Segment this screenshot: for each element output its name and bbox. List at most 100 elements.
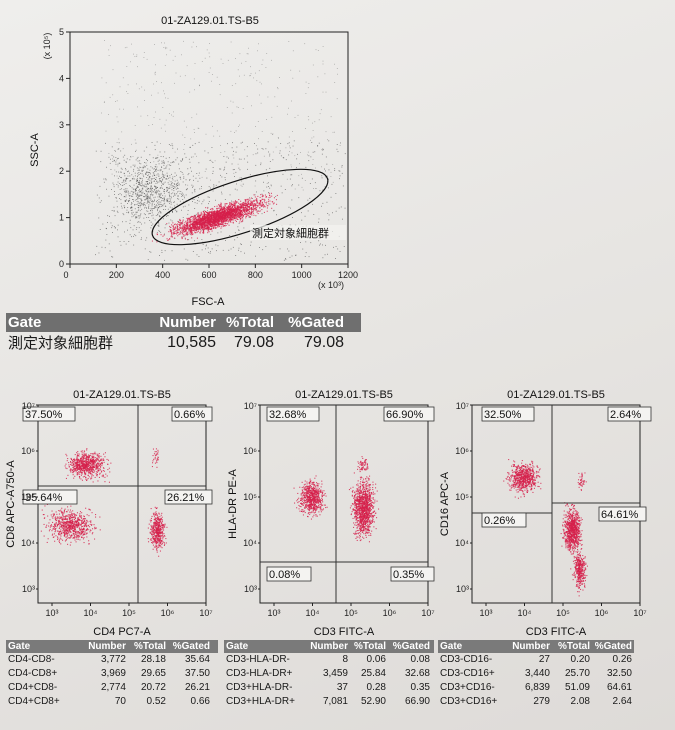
quadrant-label-box (598, 506, 647, 522)
y-log-tick-label: 10⁶ (455, 446, 469, 456)
quad-x-axis-label: CD3 FITC-A (526, 626, 587, 638)
fsc-ssc-scatter-plot: 01-ZA129.01.TS-B5 (x 10⁵) SSC-A 0 1 2 3 4 5 2… (29, 15, 358, 308)
cell-gated: 66.90 (404, 696, 430, 707)
x-tick-label: 0 (63, 270, 68, 280)
cell-gated: 64.61 (606, 682, 632, 693)
cell-gate: CD4+CD8- (8, 682, 58, 693)
cell-gate: CD3+CD16+ (440, 696, 498, 707)
y-log-tick-label: 10⁵ (455, 492, 469, 502)
x-log-tick-label: 10⁷ (199, 608, 212, 618)
table-row: CD3+HLA-DR+ 7,081 52.90 66.90 (224, 695, 434, 709)
cell-gate: CD3-HLA-DR- (226, 654, 290, 665)
gate-label: 測定対象細胞群 (252, 226, 329, 240)
quadrant-label-box (22, 489, 78, 505)
y-log-tick-label: 10⁵ (21, 492, 35, 502)
y-log-tick-label: 10⁷ (456, 401, 469, 411)
y-log-tick-label: 10⁷ (22, 401, 35, 411)
cell-gate: CD4+CD8+ (8, 696, 60, 707)
cd3-cd16-quadrant-plot: 01-ZA129.01.TS-B5 32.50% 2.64% 0.26% 64.61% 1… (439, 389, 652, 638)
table-row: CD4-CD8+ 3,969 29.65 37.50 (6, 667, 218, 681)
row-total: 79.08 (233, 334, 274, 351)
quadrant-ll-percent: 0.08% (269, 569, 300, 581)
x-log-tick-label: 10⁶ (161, 608, 175, 618)
cell-number: 6,839 (524, 682, 550, 693)
gate-ellipse[interactable] (144, 154, 335, 260)
y-tick-label: 5 (59, 27, 64, 37)
y-log-tick-label: 10⁶ (243, 446, 257, 456)
quadrant-label-box (22, 406, 76, 422)
cell-number: 3,440 (524, 668, 550, 679)
quadrant-label-box (481, 406, 535, 422)
quadrant-label-box (266, 406, 320, 422)
quadrant-ul-percent: 37.50% (25, 409, 63, 421)
x-ticks: 200 400 600 800 1000 1200 0 (63, 264, 358, 280)
x-log-tick-label: 10³ (479, 608, 492, 618)
x-tick-label: 400 (155, 270, 170, 280)
cd4-cd8-gate-table: Gate Number %Total %Gated CD4-CD8- 3,772 28.18… (6, 640, 218, 709)
cell-number: 279 (533, 696, 550, 707)
cell-total: 0.20 (570, 654, 590, 665)
cell-number: 2,774 (100, 682, 126, 693)
table-header: Gate Number %Total %Gated (438, 640, 634, 653)
x-log-tick-label: 10⁷ (421, 608, 434, 618)
quad-y-axis-label: CD8 APC-A750-A (5, 460, 17, 548)
cell-total: 0.52 (146, 696, 166, 707)
quad-plot-frame (259, 404, 429, 604)
y-log-tick-label: 10⁵ (243, 492, 257, 502)
quadrant-ur-percent: 66.90% (386, 409, 424, 421)
gate-summary-table: Gate Number %Total %Gated 測定対象細胞群 10,585… (6, 313, 361, 354)
cell-total: 25.70 (564, 668, 590, 679)
x-multiplier-label: (x 10³) (318, 280, 344, 290)
x-axis-label: FSC-A (192, 296, 226, 308)
cell-number: 3,772 (100, 654, 126, 665)
cell-total: 0.06 (366, 654, 386, 665)
quad-dot-cloud (503, 459, 588, 597)
header-total: %Total (225, 314, 274, 331)
quad-y-axis-label: CD16 APC-A (439, 471, 451, 536)
main-plot-title: 01-ZA129.01.TS-B5 (161, 15, 259, 27)
quadrant-lr-percent: 64.61% (601, 509, 639, 521)
cell-number: 70 (114, 696, 126, 707)
y-log-tick-label: 10³ (244, 584, 257, 594)
gate-label-bg (250, 225, 346, 240)
y-tick-label: 4 (59, 73, 64, 83)
quadrant-label-box (390, 566, 435, 582)
quad-dot-cloud (293, 456, 380, 543)
header-cell: %Total (133, 641, 166, 652)
quadrant-label-box (171, 406, 213, 422)
cell-total: 20.72 (140, 682, 166, 693)
quadrant-ur-percent: 2.64% (610, 409, 641, 421)
y-log-tick-label: 10³ (456, 584, 469, 594)
table-row: CD4+CD8- 2,774 20.72 26.21 (6, 681, 218, 695)
y-log-tick-label: 10⁴ (243, 538, 257, 548)
cell-gate: CD3+CD16- (440, 682, 495, 693)
cell-gated: 32.50 (606, 668, 632, 679)
cell-number: 7,081 (322, 696, 348, 707)
cell-gated: 0.35 (410, 682, 430, 693)
cell-gated: 2.64 (612, 696, 632, 707)
quadrant-ll-percent: 0.26% (484, 515, 515, 527)
y-tick-label: 0 (59, 259, 64, 269)
quadrant-label-box (266, 566, 312, 582)
x-tick-label: 800 (248, 270, 263, 280)
quad-x-axis-label: CD3 FITC-A (314, 626, 375, 638)
cell-gate: CD3+HLA-DR+ (226, 696, 295, 707)
x-log-tick-label: 10⁶ (383, 608, 397, 618)
table-row: CD3-CD16- 27 0.20 0.26 (438, 653, 634, 667)
quad-y-axis-label: HLA-DR PE-A (227, 469, 239, 539)
header-number: Number (159, 314, 216, 331)
cell-total: 0.28 (366, 682, 386, 693)
table-header: Gate Number %Total %Gated (6, 313, 361, 332)
x-tick-label: 200 (109, 270, 124, 280)
quadrant-label-box (481, 512, 527, 528)
quad-x-axis-label: CD4 PC7-A (93, 626, 151, 638)
header-cell: %Total (557, 641, 590, 652)
quadrant-ul-percent: 32.50% (484, 409, 522, 421)
quadrant-lr-percent: 26.21% (167, 492, 205, 504)
x-log-tick-label: 10⁵ (122, 608, 136, 618)
y-axis-label: SSC-A (29, 133, 41, 167)
x-log-tick-label: 10⁴ (518, 608, 532, 618)
main-dot-cloud (95, 40, 346, 261)
quadrant-label-box (607, 406, 652, 422)
x-log-tick-label: 10⁷ (633, 608, 646, 618)
